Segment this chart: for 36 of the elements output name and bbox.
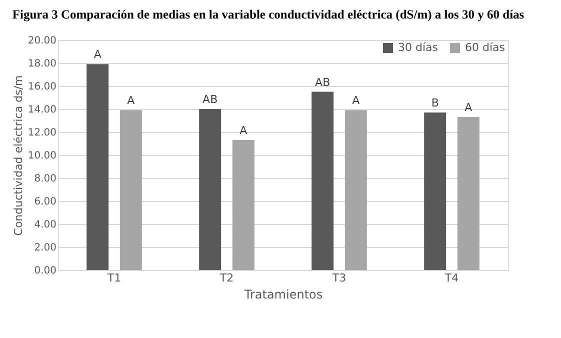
chart-title: Figura 3 Comparación de medias en la variable conductividad eléctrica (dS/m) a los 30 y 60 días bbox=[12, 8, 524, 22]
legend-label: 60 días bbox=[465, 41, 506, 54]
data-label: A bbox=[352, 94, 360, 108]
y-tick-label: 6.00 bbox=[34, 196, 56, 208]
bar bbox=[344, 110, 367, 270]
bar bbox=[199, 109, 222, 270]
x-tick-label: T4 bbox=[444, 272, 459, 284]
data-label: AB bbox=[202, 93, 218, 106]
bar bbox=[424, 112, 446, 270]
bar bbox=[312, 92, 334, 270]
bar bbox=[232, 140, 254, 270]
legend-label: 30 días bbox=[398, 41, 438, 54]
y-tick-label: 20.00 bbox=[28, 36, 56, 46]
y-tick-label: 4.00 bbox=[34, 220, 56, 230]
x-tick-label: T2 bbox=[218, 272, 234, 284]
x-axis-title: Tratamientos bbox=[243, 288, 323, 302]
data-label: A bbox=[127, 94, 136, 108]
bar bbox=[457, 117, 480, 270]
data-label: A bbox=[240, 124, 248, 138]
x-tick-label: T3 bbox=[331, 272, 346, 284]
data-label: AB bbox=[315, 76, 330, 89]
x-tick-label: T1 bbox=[106, 272, 122, 284]
bar bbox=[86, 64, 109, 270]
data-label: B bbox=[431, 96, 439, 110]
y-tick-label: 18.00 bbox=[28, 58, 56, 70]
data-label: A bbox=[94, 48, 102, 62]
y-axis-title: Conductividad eléctrica ds/m bbox=[12, 75, 25, 236]
y-tick-label: 0.00 bbox=[34, 266, 56, 276]
data-label: A bbox=[464, 101, 473, 114]
bar bbox=[120, 110, 142, 270]
y-tick-label: 12.00 bbox=[28, 128, 56, 138]
y-tick-label: 10.00 bbox=[28, 150, 56, 162]
y-tick-label: 14.00 bbox=[28, 104, 56, 116]
y-tick-label: 2.00 bbox=[34, 242, 56, 254]
y-tick-label: 16.00 bbox=[28, 82, 56, 92]
y-tick-label: 8.00 bbox=[34, 174, 56, 184]
